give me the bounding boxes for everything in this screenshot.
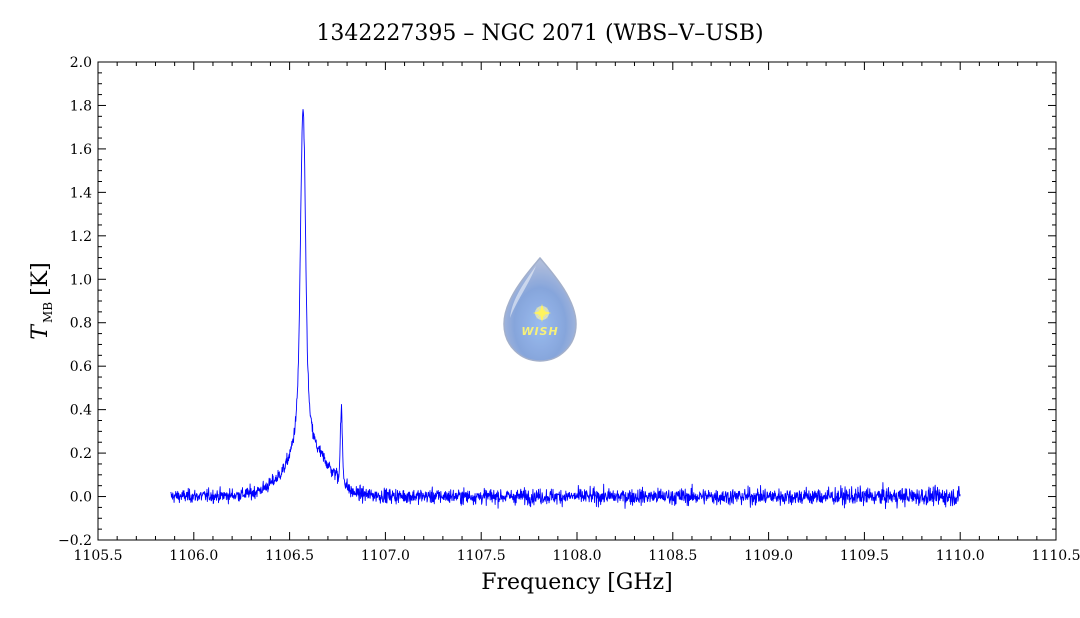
y-tick-label: 0.4 xyxy=(70,403,92,419)
x-tick-label: 1105.5 xyxy=(74,548,123,564)
x-tick-label: 1110.0 xyxy=(936,548,985,564)
y-tick-label: 1.4 xyxy=(70,185,92,201)
chart-title: 1342227395 – NGC 2071 (WBS–V–USB) xyxy=(316,21,763,46)
y-tick-label: 0.6 xyxy=(70,359,92,375)
y-tick-label: 1.0 xyxy=(70,272,92,288)
x-tick-label: 1109.5 xyxy=(840,548,889,564)
x-tick-label: 1108.0 xyxy=(553,548,602,564)
x-axis-label: Frequency [GHz] xyxy=(481,570,673,595)
y-tick-label: 2.0 xyxy=(70,55,92,71)
y-tick-label: 1.6 xyxy=(70,142,92,158)
plot-frame xyxy=(97,61,1057,541)
droplet-highlight-icon xyxy=(510,266,536,318)
y-tick-labels: −0.2 0.0 0.2 0.4 0.6 0.8 1.0 1.2 1.4 1.6 1.8 2.0 xyxy=(58,55,92,549)
logo-text: WISH xyxy=(521,325,558,338)
series-line-spectrum xyxy=(170,108,961,510)
plot-area: 1105.5 1106.0 1106.5 1107.0 1107.5 1108.0 1108… xyxy=(58,55,1080,564)
x-tick-label: 1106.0 xyxy=(169,548,218,564)
axis-ticks xyxy=(97,61,1057,541)
x-tick-label: 1110.5 xyxy=(1032,548,1080,564)
x-tick-labels: 1105.5 1106.0 1106.5 1107.0 1107.5 1108.0 1108… xyxy=(74,548,1080,564)
x-tick-label: 1107.5 xyxy=(457,548,506,564)
y-tick-label: 0.0 xyxy=(70,490,92,506)
y-tick-label: 1.8 xyxy=(70,98,92,114)
y-axis-label-sub: MB xyxy=(41,302,55,323)
y-tick-label: 0.2 xyxy=(70,446,92,462)
x-tick-label: 1107.0 xyxy=(361,548,410,564)
star-icon xyxy=(533,304,551,322)
y-tick-label: −0.2 xyxy=(58,533,92,549)
x-tick-label: 1106.5 xyxy=(265,548,314,564)
wish-logo: WISH xyxy=(503,256,577,362)
y-axis-label-main: T xyxy=(28,323,53,340)
y-axis-label-unit: [K] xyxy=(28,262,53,296)
y-tick-label: 0.8 xyxy=(70,316,92,332)
y-axis-label: TMB [K] xyxy=(28,262,55,339)
x-tick-label: 1108.5 xyxy=(648,548,697,564)
svg-text:TMB[K]: TMB [K] xyxy=(28,262,55,339)
y-tick-label: 1.2 xyxy=(70,229,92,245)
x-tick-label: 1109.0 xyxy=(744,548,793,564)
